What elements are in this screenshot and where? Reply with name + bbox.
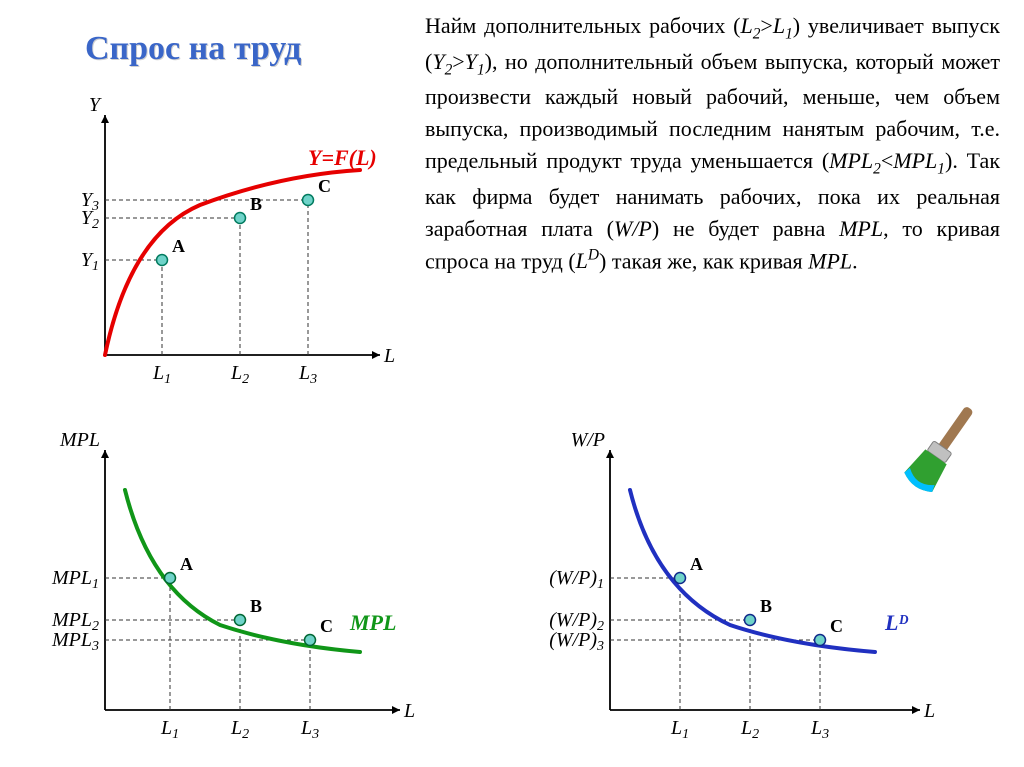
- chart-production-function: YLY=F(L)ABCY1Y2Y3L1L2L3: [50, 95, 410, 395]
- svg-text:B: B: [760, 596, 772, 616]
- svg-text:B: B: [250, 596, 262, 616]
- chart-mpl: MPLLMPLABCMPL1MPL2MPL3L1L2L3: [20, 430, 440, 750]
- svg-text:MPL1: MPL1: [51, 567, 99, 592]
- svg-text:(W/P)1: (W/P)1: [549, 567, 604, 592]
- svg-text:(W/P)3: (W/P)3: [549, 629, 604, 654]
- svg-text:B: B: [250, 194, 262, 214]
- svg-text:L: L: [403, 700, 415, 722]
- svg-text:L1: L1: [160, 717, 179, 742]
- svg-text:C: C: [830, 616, 843, 636]
- svg-text:W/P: W/P: [571, 430, 605, 451]
- svg-text:A: A: [172, 236, 185, 256]
- svg-text:L: L: [383, 345, 395, 367]
- svg-text:L2: L2: [740, 717, 759, 742]
- svg-text:A: A: [690, 554, 703, 574]
- svg-text:C: C: [320, 616, 333, 636]
- svg-text:L1: L1: [670, 717, 689, 742]
- svg-text:Lᴰ: Lᴰ: [884, 610, 908, 635]
- svg-text:MPL3: MPL3: [51, 629, 99, 654]
- svg-text:L3: L3: [300, 717, 319, 742]
- svg-text:C: C: [318, 176, 331, 196]
- svg-text:MPL: MPL: [349, 610, 396, 635]
- paintbrush-icon: [892, 405, 992, 515]
- svg-text:Y=F(L): Y=F(L): [308, 145, 377, 170]
- svg-text:Y1: Y1: [81, 249, 99, 274]
- page-title: Спрос на труд: [85, 30, 301, 68]
- svg-text:Y3: Y3: [81, 189, 99, 214]
- svg-text:L3: L3: [810, 717, 829, 742]
- svg-text:L2: L2: [230, 362, 249, 387]
- svg-text:A: A: [180, 554, 193, 574]
- svg-text:L2: L2: [230, 717, 249, 742]
- svg-text:L: L: [923, 700, 935, 722]
- svg-text:L1: L1: [152, 362, 171, 387]
- paragraph: Найм дополнительных рабочих (L2>L1) увел…: [425, 10, 1000, 277]
- svg-text:L3: L3: [298, 362, 317, 387]
- svg-text:MPL: MPL: [59, 430, 100, 451]
- svg-text:Y: Y: [89, 95, 102, 116]
